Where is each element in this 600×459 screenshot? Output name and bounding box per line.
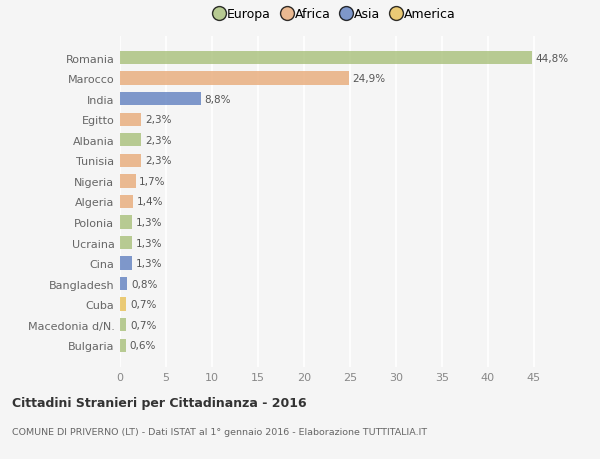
Bar (120, 298, 127, 311)
Bar (120, 154, 141, 168)
Text: 24,9%: 24,9% (353, 74, 386, 84)
Text: 0,7%: 0,7% (130, 300, 157, 309)
Bar (120, 134, 141, 147)
Text: COMUNE DI PRIVERNO (LT) - Dati ISTAT al 1° gennaio 2016 - Elaborazione TUTTITALI: COMUNE DI PRIVERNO (LT) - Dati ISTAT al … (12, 427, 427, 436)
Text: 8,8%: 8,8% (205, 95, 231, 104)
Bar (120, 339, 125, 352)
Bar (120, 52, 532, 65)
Bar (120, 195, 133, 209)
Text: 44,8%: 44,8% (535, 53, 569, 63)
Text: 2,3%: 2,3% (145, 135, 172, 146)
Bar (120, 257, 132, 270)
Text: 0,7%: 0,7% (130, 320, 157, 330)
Bar (120, 175, 136, 188)
Legend: Europa, Africa, Asia, America: Europa, Africa, Asia, America (211, 3, 461, 26)
Bar (120, 113, 141, 127)
Bar (120, 236, 132, 250)
Text: 2,3%: 2,3% (145, 115, 172, 125)
Text: 2,3%: 2,3% (145, 156, 172, 166)
Bar (120, 319, 127, 332)
Text: 0,6%: 0,6% (129, 341, 155, 351)
Bar (120, 277, 127, 291)
Bar (120, 216, 132, 229)
Text: 1,4%: 1,4% (137, 197, 163, 207)
Text: 0,8%: 0,8% (131, 279, 157, 289)
Text: 1,3%: 1,3% (136, 258, 162, 269)
Bar (120, 93, 201, 106)
Text: 1,3%: 1,3% (136, 218, 162, 228)
Text: 1,7%: 1,7% (139, 176, 166, 186)
Text: Cittadini Stranieri per Cittadinanza - 2016: Cittadini Stranieri per Cittadinanza - 2… (12, 396, 307, 409)
Bar (120, 72, 349, 85)
Text: 1,3%: 1,3% (136, 238, 162, 248)
